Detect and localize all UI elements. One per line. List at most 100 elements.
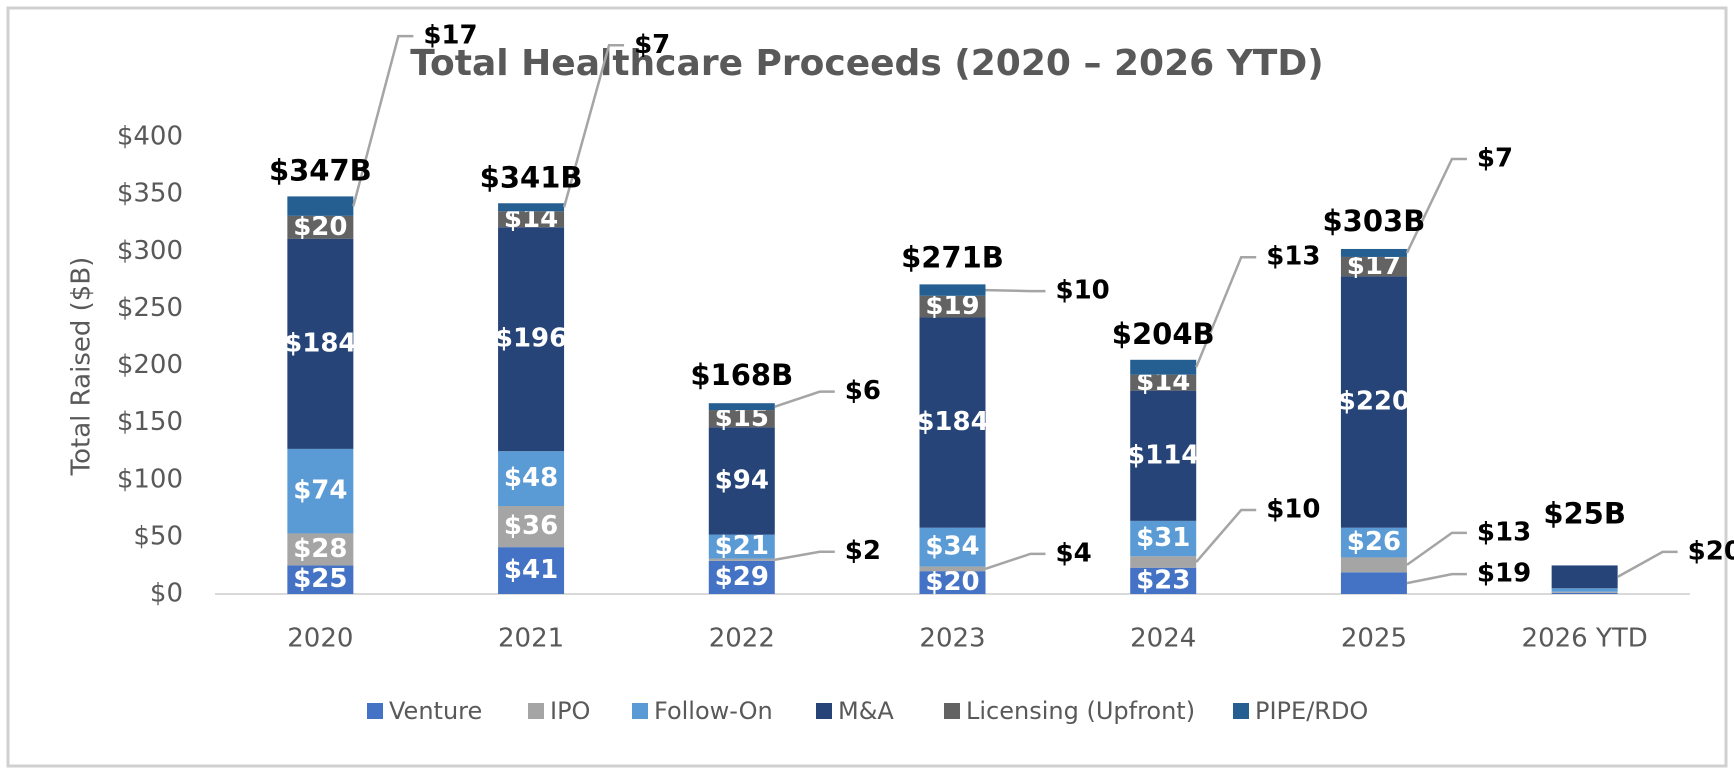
total-label: $25B xyxy=(1543,496,1626,530)
bar-segment xyxy=(287,533,354,566)
bar-segment xyxy=(498,211,565,228)
bar-segment xyxy=(1130,390,1197,521)
data-label: $28 xyxy=(293,534,347,564)
bar-segment xyxy=(1551,588,1618,592)
y-tick-label: $300 xyxy=(117,236,183,266)
data-label: $196 xyxy=(495,324,567,354)
x-tick-label: 2022 xyxy=(709,624,775,654)
bar-segment xyxy=(287,196,354,216)
bar-segment xyxy=(1551,565,1618,589)
bar-segment xyxy=(1551,592,1618,594)
data-label: $10 xyxy=(1056,276,1110,306)
leader-line xyxy=(1617,550,1678,578)
bar-segment xyxy=(1130,374,1197,391)
legend-label: M&A xyxy=(838,697,894,725)
bar-segment xyxy=(1130,567,1197,594)
bar-segment xyxy=(919,571,986,594)
x-tick-label: 2026 YTD xyxy=(1522,624,1648,654)
data-label: $48 xyxy=(504,463,558,493)
leader-line xyxy=(1405,157,1467,254)
data-label: $184 xyxy=(284,328,356,358)
data-label: $26 xyxy=(1347,527,1401,557)
bar-segment xyxy=(919,317,986,528)
legend-swatch xyxy=(944,703,960,719)
bar-segment xyxy=(287,215,354,239)
bar-segment xyxy=(1340,276,1407,528)
bar-segment xyxy=(919,295,986,318)
data-label: $20 xyxy=(925,567,979,597)
chart-title: Total Healthcare Proceeds (2020 – 2026 Y… xyxy=(410,43,1323,84)
bar-segment xyxy=(287,448,354,534)
data-label: $34 xyxy=(925,532,979,562)
x-tick-label: 2023 xyxy=(919,624,985,654)
y-tick-label: $350 xyxy=(117,179,183,209)
legend-label: Venture xyxy=(389,697,482,725)
total-label: $341B xyxy=(480,160,583,194)
data-label: $94 xyxy=(715,465,769,495)
legend-label: Licensing (Upfront) xyxy=(966,697,1195,725)
bar-segment xyxy=(1551,591,1618,593)
x-tick-label: 2021 xyxy=(498,624,564,654)
data-label: $7 xyxy=(634,30,670,60)
legend-swatch xyxy=(528,703,544,719)
data-label: $2 xyxy=(845,536,881,566)
total-label: $204B xyxy=(1112,317,1215,351)
data-label: $29 xyxy=(715,562,769,592)
x-tick-label: 2025 xyxy=(1341,624,1407,654)
total-label: $168B xyxy=(690,358,793,392)
data-label: $31 xyxy=(1136,523,1190,553)
bar-segment xyxy=(498,203,565,212)
bar-segment xyxy=(708,427,775,535)
data-label: $21 xyxy=(715,531,769,561)
data-label: $184 xyxy=(916,407,988,437)
bar-segment xyxy=(498,451,565,507)
data-label: $17 xyxy=(423,21,477,51)
bar-segment xyxy=(708,410,775,428)
bar-segment xyxy=(708,560,775,594)
bar-segment xyxy=(1340,248,1407,257)
legend-swatch xyxy=(1233,703,1249,719)
bar-segment xyxy=(919,284,986,296)
y-tick-label: $150 xyxy=(117,407,183,437)
y-tick-label: $50 xyxy=(133,521,183,551)
legend-label: IPO xyxy=(550,697,590,725)
bar-segment xyxy=(919,527,986,567)
leader-line xyxy=(985,552,1046,571)
data-label: $114 xyxy=(1127,440,1199,470)
bar-segment xyxy=(1130,556,1197,568)
data-label: $220 xyxy=(1338,387,1410,417)
total-label: $347B xyxy=(269,154,372,188)
data-label: $19 xyxy=(925,291,979,321)
total-label: $271B xyxy=(901,240,1004,274)
data-label: $13 xyxy=(1477,517,1531,547)
leader-line xyxy=(1195,508,1257,563)
data-label: $41 xyxy=(504,555,558,585)
legend-swatch xyxy=(367,703,383,719)
bar-segment xyxy=(708,534,775,559)
bar-segment xyxy=(1340,527,1407,558)
data-label: $13 xyxy=(1266,242,1320,272)
data-label: $10 xyxy=(1266,495,1320,525)
x-tick-label: 2020 xyxy=(287,624,353,654)
leader-line xyxy=(1406,572,1467,585)
x-tick-label: 2024 xyxy=(1130,624,1196,654)
data-label: $4 xyxy=(1056,538,1092,568)
leader-line xyxy=(562,44,625,208)
y-tick-label: $100 xyxy=(117,464,183,494)
data-label: $20 xyxy=(293,212,347,242)
bar-segment xyxy=(498,506,565,548)
bar-segment xyxy=(287,565,354,594)
leader-line xyxy=(774,390,835,408)
y-tick-label: $200 xyxy=(117,350,183,380)
leader-line xyxy=(985,288,1046,293)
data-label: $6 xyxy=(845,376,881,406)
leader-line xyxy=(352,34,414,207)
data-label: $23 xyxy=(1136,565,1190,595)
bar-segment xyxy=(1130,359,1197,375)
total-label: $303B xyxy=(1323,204,1426,238)
y-axis-title: Total Raised ($B) xyxy=(67,257,97,477)
bar-segment xyxy=(498,227,565,452)
bar-segment xyxy=(1340,557,1407,573)
y-tick-label: $0 xyxy=(150,579,183,609)
leader-line xyxy=(1406,531,1467,566)
